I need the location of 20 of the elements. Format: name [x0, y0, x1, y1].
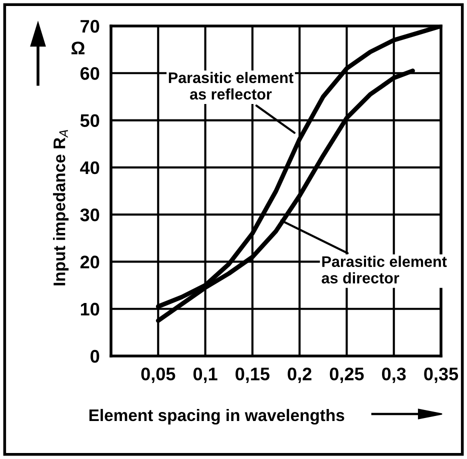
y-tick-label: 20: [80, 256, 100, 268]
y-axis-title: Input impedance R$_{A}$: [53, 130, 69, 286]
x-tick-label: 0,3: [382, 368, 406, 383]
text: Ω: [71, 42, 85, 54]
x-tick-label: 0,1: [193, 368, 218, 383]
y-tick-label: 40: [80, 161, 100, 174]
y-tick-label: 60: [80, 67, 100, 80]
x-tick-label: 0,25: [330, 368, 364, 383]
y-tick-label: 10: [80, 302, 100, 316]
x-axis-title: Element spacing in wavelengths: [89, 408, 344, 425]
x-tick-label: 0,2: [288, 368, 312, 383]
y-tick-label: 50: [80, 114, 100, 128]
annotation: Parasitic element as director: [322, 256, 447, 284]
y-tick-label: 70: [80, 20, 100, 33]
x-tick-label: 0,35: [424, 368, 458, 383]
y-tick-label: 0: [90, 350, 100, 363]
x-tick-label: 0,05: [141, 368, 176, 383]
x-tick-label: 0,15: [236, 368, 270, 383]
y-tick-label: 30: [80, 208, 100, 222]
annotation: Parasitic element as reflector: [168, 72, 294, 100]
